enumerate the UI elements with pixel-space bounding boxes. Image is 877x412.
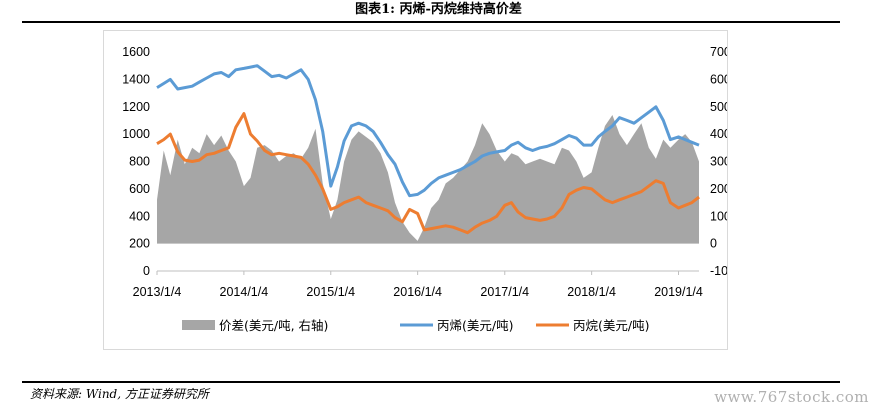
watermark-text: www.767stock.com	[714, 388, 869, 406]
y-left-tick-label: 400	[129, 209, 150, 223]
chart-area: 0 200 400 600 800 1000 1200 1400 1600 -100 0 100 200…	[103, 30, 728, 350]
series-propylene-line	[156, 64, 700, 198]
legend-label-spread: 价差(美元/吨, 右轴)	[219, 318, 328, 333]
y-right-tick-label: 100	[710, 209, 727, 223]
y-right-tick-label: 700	[710, 45, 727, 59]
x-tick-label: 2017/1/4	[480, 285, 529, 299]
y-right-tick-label: 300	[710, 155, 727, 169]
x-tick-label: 2013/1/4	[133, 285, 182, 299]
y-left-tick-label: 1000	[122, 127, 150, 141]
y-left-tick-label: 800	[129, 155, 150, 169]
chart-svg: 0 200 400 600 800 1000 1200 1400 1600 -100 0 100 200…	[122, 45, 727, 333]
y-right-tick-label: 400	[710, 127, 727, 141]
y-left-tick-label: 600	[129, 182, 150, 196]
y-left-tick-label: 1400	[122, 72, 150, 86]
series-propane-line	[156, 112, 700, 235]
y-left-tick-label: 1600	[122, 45, 150, 59]
figure-title: 图表1: 丙烯-丙烷维持高价差	[355, 2, 522, 17]
y-right-tick-label: 600	[710, 72, 727, 86]
legend-label-propane: 丙烷(美元/吨)	[573, 318, 649, 333]
y-left-tick-label: 1200	[122, 100, 150, 114]
y-left-tick-label: 200	[129, 237, 150, 251]
x-tick-label: 2019/1/4	[654, 285, 703, 299]
x-tick-label: 2014/1/4	[220, 285, 269, 299]
y-right-tick-label: -100	[710, 264, 727, 278]
source-note: 资料来源: Wind, 方正证券研究所	[30, 387, 209, 401]
y-right-tick-label: 0	[710, 237, 717, 251]
legend-swatch-spread	[182, 320, 215, 330]
x-tick-label: 2018/1/4	[567, 285, 616, 299]
legend-label-propylene: 丙烯(美元/吨)	[437, 318, 513, 333]
y-right-tick-label: 500	[710, 100, 727, 114]
y-left-tick-label: 0	[143, 264, 150, 278]
bottom-rule	[22, 381, 840, 383]
x-tick-label: 2015/1/4	[306, 285, 355, 299]
top-rule	[22, 21, 840, 23]
y-right-tick-label: 200	[710, 182, 727, 196]
x-tick-label: 2016/1/4	[393, 285, 442, 299]
series-spread-area	[157, 115, 699, 244]
